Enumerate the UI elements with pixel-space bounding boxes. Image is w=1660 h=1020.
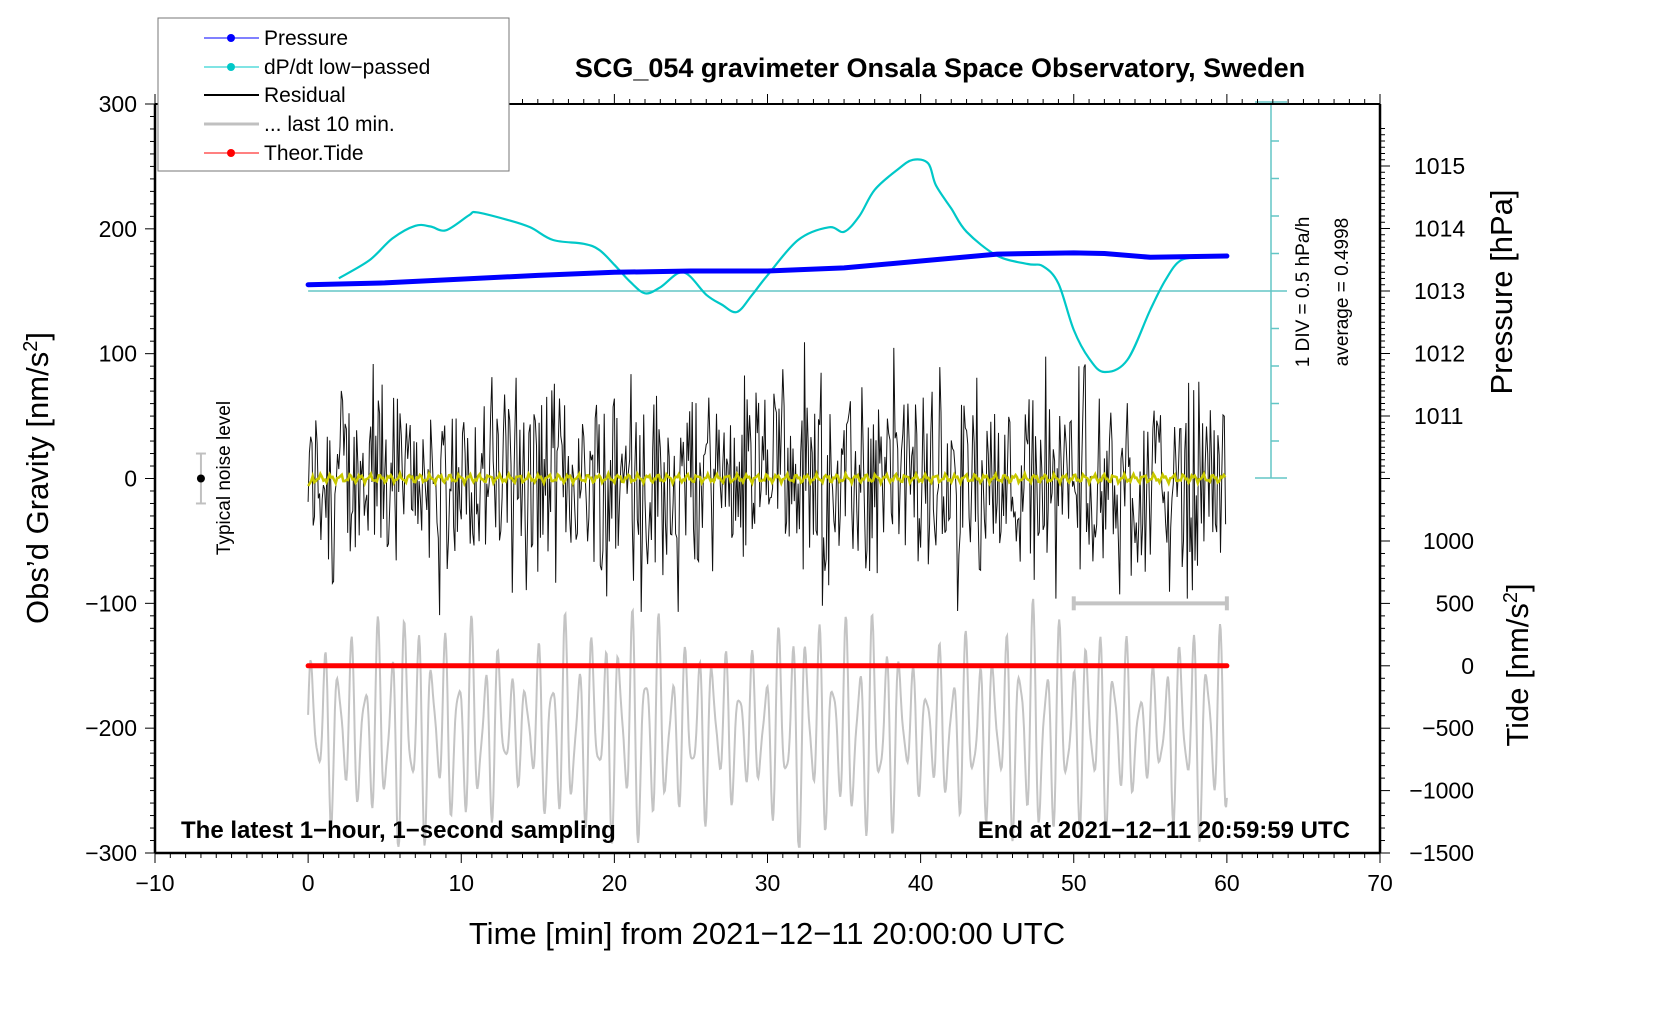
x-tick-label: −10 [135, 870, 174, 896]
y-left-tick-label: 100 [99, 341, 137, 367]
x-tick-label: 70 [1367, 870, 1393, 896]
y-tide-tick-label: 1000 [1423, 528, 1474, 554]
y-left-tick-label: 300 [99, 91, 137, 117]
y-left-tick-label: −100 [85, 590, 137, 616]
x-tick-label: 10 [448, 870, 474, 896]
y-left-tick-label: 200 [99, 216, 137, 242]
x-tick-label: 20 [602, 870, 628, 896]
legend-label: Pressure [264, 27, 348, 50]
y-pressure-tick-label: 1012 [1414, 341, 1465, 367]
bottom-right-note: End at 2021−12−11 20:59:59 UTC [978, 817, 1350, 844]
legend-entry-tide: Theor.Tide [204, 142, 364, 165]
y-axis-title-pressure: Pressure [hPa] [1484, 189, 1519, 394]
x-tick-label: 60 [1214, 870, 1240, 896]
x-tick-label: 50 [1061, 870, 1087, 896]
bottom-left-note: The latest 1−hour, 1−second sampling [181, 817, 616, 844]
dpdt-scale-layer [308, 101, 1287, 479]
tide-gray-trace-layer [307, 598, 1228, 848]
noise-bar-dot [196, 474, 205, 483]
legend-entry-dpdt: dP/dt low−passed [204, 56, 430, 79]
legend-label: Theor.Tide [264, 142, 364, 165]
y-pressure-tick-label: 1014 [1414, 216, 1465, 242]
legend-label: ... last 10 min. [264, 113, 395, 136]
residual-trace [307, 342, 1227, 616]
y-axis-title-left: Obs’d Gravity [nm/s2] [20, 332, 55, 624]
y-pressure-tick-label: 1013 [1414, 278, 1465, 304]
legend-label: Residual [264, 84, 346, 107]
legend-entry-residual: Residual [204, 84, 346, 107]
tide-last10-trace [307, 598, 1228, 848]
y-pressure-tick-label: 1011 [1414, 403, 1463, 429]
y-tide-tick-label: 0 [1461, 653, 1474, 679]
legend-entry-last10: ... last 10 min. [204, 113, 395, 136]
x-tick-label: 0 [302, 870, 315, 896]
pressure-curve [305, 250, 1230, 288]
dpdt-average-label: average = 0.4998 [1332, 218, 1353, 366]
legend-swatch-dot [227, 34, 235, 42]
y-tide-tick-label: −1500 [1409, 840, 1474, 866]
dpdt-curve-layer [338, 158, 1205, 374]
y-tide-tick-label: −1000 [1409, 778, 1474, 804]
pressure-curve-layer [305, 250, 1230, 288]
y-left-tick-label: −300 [85, 840, 137, 866]
legend-entry-pressure: Pressure [204, 27, 348, 50]
legend: Pressure dP/dt low−passed Residual ... l… [157, 17, 510, 172]
annotations-layer [195, 452, 1229, 611]
legend-swatch-dot [227, 149, 235, 157]
chart-title: SCG_054 gravimeter Onsala Space Observat… [575, 53, 1305, 83]
y-left-tick-label: 0 [124, 466, 137, 492]
residual-trace-layer [307, 342, 1227, 616]
y-axis-title-tide: Tide [nm/s2] [1500, 583, 1535, 746]
y-tide-tick-label: −500 [1422, 715, 1474, 741]
x-tick-label: 30 [755, 870, 781, 896]
legend-label: dP/dt low−passed [264, 56, 430, 79]
residual-lowpass-trace [307, 469, 1227, 488]
x-axis-title: Time [min] from 2021−12−11 20:00:00 UTC [469, 916, 1065, 951]
y-tide-tick-label: 500 [1436, 590, 1474, 616]
y-pressure-tick-label: 1015 [1414, 153, 1465, 179]
legend-swatch-dot [227, 63, 235, 71]
dpdt-curve [338, 158, 1205, 374]
noise-level-label: Typical noise level [214, 401, 235, 555]
y-left-tick-label: −200 [85, 715, 137, 741]
axes-layer: −10 0 10 20 30 40 50 60 703002001000−100−200−300… [85, 91, 1474, 896]
residual-lowpass-layer [307, 469, 1227, 488]
x-tick-label: 40 [908, 870, 934, 896]
dpdt-scale-label: 1 DIV = 0.5 hPa/h [1293, 217, 1314, 368]
